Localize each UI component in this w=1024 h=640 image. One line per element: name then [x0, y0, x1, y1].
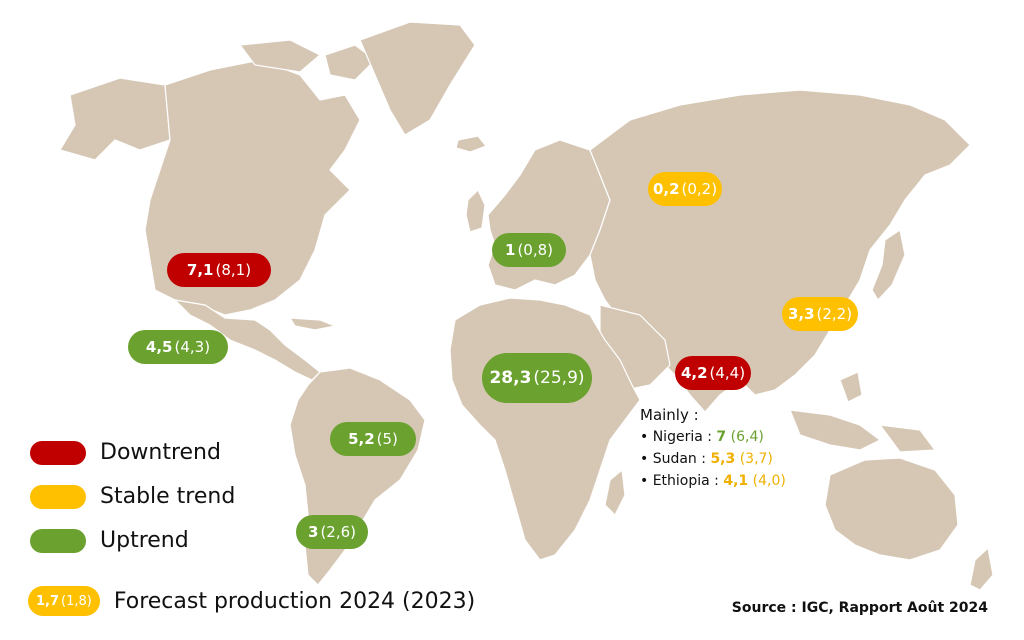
downtrend-label: Downtrend: [100, 440, 221, 465]
uptrend-label: Uptrend: [100, 528, 189, 553]
africa-previous: (25,9): [533, 368, 585, 388]
legend-stable: Stable trend: [30, 484, 235, 509]
europe-label: 1 (0,8): [492, 233, 566, 267]
africa-value: 28,3: [489, 368, 532, 388]
legend-uptrend: Uptrend: [30, 528, 189, 553]
china-previous: (2,2): [816, 305, 853, 323]
brazil-label: 5,2 (5): [330, 422, 416, 456]
breakdown-value: 5,3: [710, 451, 736, 467]
breakdown-previous: (6,4): [730, 429, 764, 445]
breakdown-country: • Nigeria :: [640, 429, 712, 445]
breakdown-country: • Sudan :: [640, 451, 706, 467]
breakdown-value: 4,1: [723, 473, 749, 489]
legend-downtrend: Downtrend: [30, 440, 221, 465]
argentina-value: 3: [308, 523, 319, 541]
china-label: 3,3 (2,2): [782, 297, 858, 331]
stable-swatch: [30, 484, 86, 509]
japan-landmass: [871, 229, 906, 301]
southeast-asia-landmass: [789, 371, 937, 453]
breakdown-item-sudan: • Sudan : 5,3 (3,7): [640, 448, 786, 470]
forecast-label: Forecast production 2024 (2023): [113, 588, 476, 614]
china-value: 3,3: [787, 305, 815, 323]
north-america-landmass: [144, 59, 361, 316]
madagascar-landmass: [604, 468, 626, 517]
iceland-landmass: [455, 135, 487, 153]
russia-label: 0,2 (0,2): [648, 172, 722, 206]
africa-breakdown: Mainly : • Nigeria : 7 (6,4) • Sudan : 5…: [640, 404, 786, 492]
source-note: Source : IGC, Rapport Août 2024: [731, 600, 988, 616]
brazil-value: 5,2: [348, 430, 375, 448]
europe-landmass: [487, 139, 611, 291]
breakdown-previous: (4,0): [752, 473, 786, 489]
forecast-legend: 1,7 (1,8) Forecast production 2024 (2023…: [28, 586, 475, 616]
russia-value: 0,2: [652, 180, 680, 198]
brazil-previous: (5): [376, 430, 398, 448]
breakdown-item-nigeria: • Nigeria : 7 (6,4): [640, 426, 786, 448]
africa-label: 28,3 (25,9): [482, 353, 592, 403]
forecast-example-value: 1,7: [36, 593, 60, 609]
alaska-landmass: [59, 77, 171, 161]
usa-value: 7,1: [186, 261, 214, 279]
mexico-label: 4,5 (4,3): [128, 330, 228, 364]
india-value: 4,2: [680, 364, 708, 382]
stable-label: Stable trend: [100, 484, 236, 509]
breakdown-value: 7: [716, 429, 727, 445]
caribbean-landmass: [288, 317, 338, 331]
forecast-example-pill: 1,7 (1,8): [28, 586, 100, 616]
breakdown-previous: (3,7): [739, 451, 773, 467]
europe-value: 1: [505, 241, 516, 259]
new-zealand-landmass: [969, 546, 994, 591]
downtrend-swatch: [30, 440, 86, 465]
usa-label: 7,1 (8,1): [167, 253, 271, 287]
india-previous: (4,4): [709, 364, 746, 382]
australia-landmass: [824, 457, 959, 561]
breakdown-title: Mainly :: [640, 406, 699, 424]
greenland-landmass: [359, 21, 476, 136]
asia-landmass: [589, 89, 971, 413]
mexico-previous: (4,3): [174, 338, 211, 356]
uk-landmass: [465, 188, 486, 233]
breakdown-item-ethiopia: • Ethiopia : 4,1 (4,0): [640, 470, 786, 492]
forecast-example-previous: (1,8): [61, 593, 92, 609]
russia-previous: (0,2): [681, 180, 718, 198]
arctic-islands-landmass: [238, 39, 376, 81]
india-label: 4,2 (4,4): [675, 356, 751, 390]
mexico-value: 4,5: [145, 338, 173, 356]
south-america-landmass: [289, 367, 426, 586]
uptrend-swatch: [30, 528, 86, 553]
argentina-previous: (2,6): [320, 523, 356, 541]
europe-previous: (0,8): [517, 241, 553, 259]
breakdown-country: • Ethiopia :: [640, 473, 719, 489]
usa-previous: (8,1): [215, 261, 252, 279]
argentina-label: 3 (2,6): [296, 515, 368, 549]
